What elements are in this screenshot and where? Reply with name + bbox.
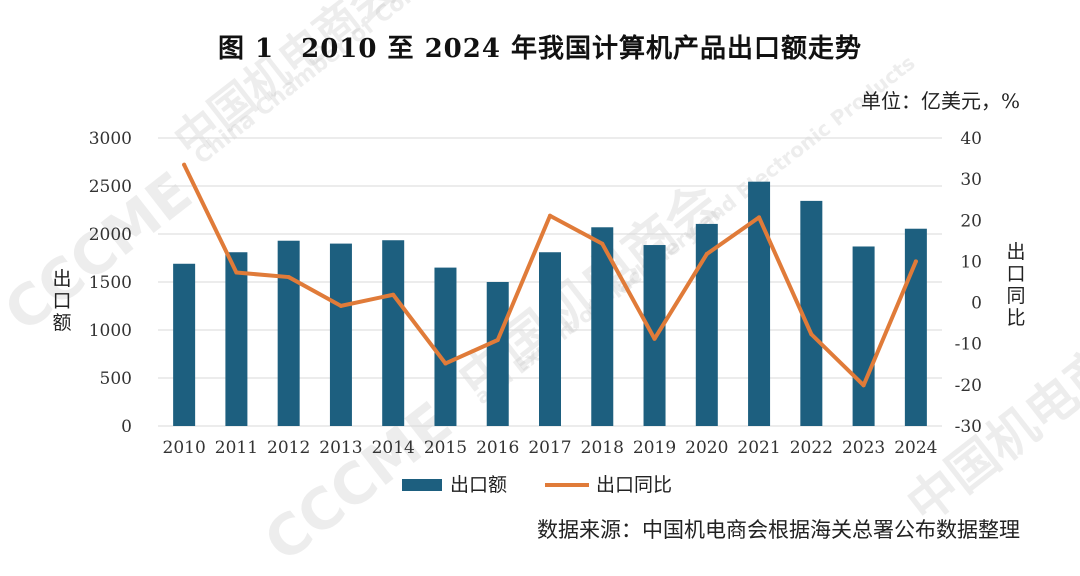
bar [486,282,509,426]
y-left-tick-label: 3000 [89,129,132,149]
x-tick-label: 2010 [163,438,206,458]
x-tick-label: 2024 [894,438,937,458]
x-tick-label: 2011 [215,438,258,458]
y-left-tick-label: 1000 [89,321,132,341]
bar [225,252,248,426]
x-tick-label: 2016 [476,438,519,458]
bar [748,181,771,426]
y-left-tick-label: 0 [121,417,132,437]
x-tick-label: 2013 [319,438,362,458]
legend: 出口额 出口同比 [402,474,672,496]
line-point [652,336,657,341]
bar [277,240,300,426]
y-right-axis-title-char: 口 [1006,263,1025,285]
x-tick-label: 2014 [372,438,415,458]
bar [904,228,927,426]
y-right-tick-label: 40 [960,129,982,149]
y-right-tick-label: -30 [955,417,982,437]
x-tick-label: 2021 [737,438,780,458]
chart-title: 图 1 2010 至 2024 年我国计算机产品出口额走势 [217,34,863,64]
y-right-axis-title-char: 出 [1006,241,1025,263]
bar [539,252,561,426]
line-point [704,252,709,257]
y-right-tick-label: 10 [960,252,982,272]
y-right-tick-label: 30 [960,170,982,190]
data-source: 数据来源：中国机电商会根据海关总署公布数据整理 [537,518,1020,542]
line-point [234,270,239,275]
bar [434,267,457,426]
line-point [443,361,448,366]
y-left-tick-label: 2000 [89,225,132,245]
line-point [391,292,396,297]
bar [329,243,352,426]
x-tick-label: 2020 [685,438,728,458]
y-right-axis-title-char: 比 [1006,307,1025,329]
y-left-tick-label: 1500 [89,273,132,293]
bar [382,240,405,426]
unit-label: 单位：亿美元，% [860,89,1020,113]
bar [852,246,875,426]
line-point [861,383,866,388]
x-tick-label: 2012 [267,438,310,458]
legend-label: 出口同比 [596,474,672,496]
line-point [757,215,762,220]
line-point [182,162,187,167]
bar [591,227,614,426]
y-right-axis-title-char: 同 [1006,285,1025,307]
bar [695,223,718,426]
legend-swatch-bar [402,479,442,491]
line-point [286,275,291,280]
y-left-tick-label: 500 [100,369,132,389]
line-point [495,338,500,343]
y-right-tick-label: -20 [955,376,982,396]
line-point [913,259,918,264]
line-point [600,241,605,246]
y-right-tick-label: -10 [955,335,982,355]
x-tick-label: 2015 [424,438,467,458]
y-left-axis-title-char: 口 [52,290,71,312]
bar [800,200,823,426]
bar-series [173,181,927,426]
x-tick-label: 2018 [581,438,624,458]
x-tick-label: 2019 [633,438,676,458]
legend-label: 出口额 [450,474,507,496]
y-left-tick-label: 2500 [89,177,132,197]
x-tick-label: 2022 [790,438,833,458]
bar [173,263,196,426]
line-point [809,332,814,337]
axis-ticks: 0 500 1000 1500 2000 2500 3000 -30 -20 -10 0 10 20 30… [89,129,982,458]
line-series [182,162,918,388]
line-point [338,303,343,308]
x-tick-label: 2023 [842,438,885,458]
line-point [548,213,552,218]
y-right-tick-label: 0 [971,294,982,314]
x-tick-label: 2017 [528,438,571,458]
y-left-axis-title-char: 额 [52,312,71,334]
y-right-tick-label: 20 [960,211,982,231]
y-left-axis-title-char: 出 [52,268,71,290]
